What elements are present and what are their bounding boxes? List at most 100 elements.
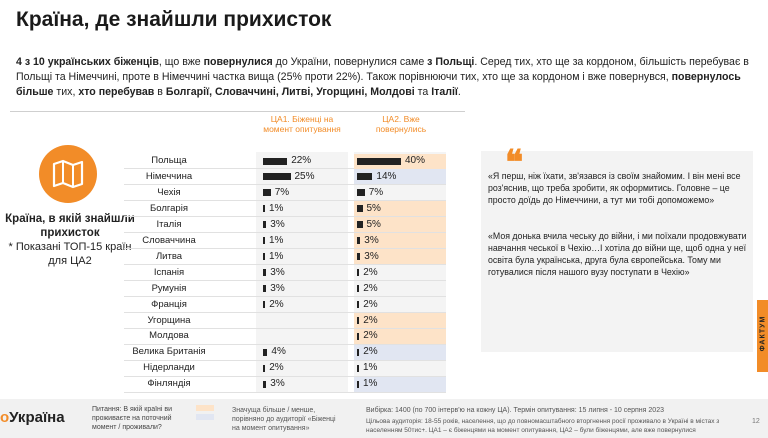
- value-label-ca1: 2%: [269, 362, 284, 374]
- value-label-ca2: 7%: [368, 186, 384, 198]
- quote-2: «Моя донька вчила чеську до війни, і ми …: [488, 231, 747, 277]
- country-label: Нідерланди: [143, 362, 195, 374]
- bar-ca2: [357, 380, 359, 388]
- footer-question: Питання: В якій країні ви проживаєте на …: [92, 406, 173, 431]
- country-label: Фінляндія: [147, 378, 191, 390]
- bar-ca2: [357, 332, 360, 340]
- ca2-highlight-orange: [354, 233, 446, 249]
- footer-sample: Вибірка: 1400 (по 700 інтерв'ю на кожну …: [366, 407, 664, 414]
- footer-audience: Цільова аудиторія: 18-55 років, населенн…: [366, 418, 720, 434]
- bar-ca2: [357, 348, 360, 356]
- value-label-ca2: 14%: [376, 170, 397, 182]
- country-label: Чехія: [157, 186, 181, 198]
- value-label-ca2: 2%: [363, 314, 378, 326]
- ca2-highlight-orange: [354, 328, 446, 344]
- value-label-ca1: 7%: [274, 186, 290, 198]
- country-label: Німеччина: [145, 170, 193, 182]
- value-label-ca2: 2%: [363, 282, 378, 294]
- legend-more-swatch: [196, 405, 214, 411]
- value-label-ca1: 25%: [294, 170, 315, 182]
- value-label-ca2: 2%: [363, 266, 378, 278]
- sidebar-title: Країна, в якій знайшли прихисток: [5, 213, 135, 239]
- bar-ca2: [357, 237, 361, 245]
- value-label-ca1: 22%: [291, 155, 312, 166]
- value-label-ca2: 1%: [363, 362, 378, 374]
- value-label-ca1: 3%: [270, 266, 285, 278]
- bar-ca2: [357, 189, 365, 197]
- country-label: Італія: [156, 218, 182, 230]
- ca2-highlight-blue: [354, 376, 446, 392]
- value-label-ca2: 5%: [366, 202, 381, 214]
- ca2-highlight-blue: [354, 169, 446, 185]
- intro-divider: [10, 111, 465, 112]
- page-number: 12: [752, 418, 760, 425]
- value-label-ca1: 2%: [269, 298, 284, 310]
- row-divider: [124, 359, 446, 361]
- sidebar-note: * Показані ТОП-15 країн для ЦА2: [8, 241, 132, 267]
- row-divider: [124, 327, 446, 329]
- column-header-ca1: ЦА1. Біженці на момент опитування: [263, 114, 341, 134]
- value-label-ca1: 3%: [270, 282, 285, 294]
- country-label: Словаччина: [142, 234, 196, 246]
- country-label: Румунія: [151, 282, 187, 294]
- bar-ca2: [357, 253, 361, 261]
- row-divider: [124, 216, 446, 218]
- column-ca1-background: [256, 152, 348, 392]
- footer-legend: Значуща більше / менше, порівняно до ауд…: [232, 407, 336, 432]
- bar-ca2: [357, 285, 360, 293]
- value-label-ca2: 5%: [366, 218, 381, 230]
- ca2-highlight-orange: [354, 249, 446, 265]
- bar-ca2: [357, 205, 363, 213]
- bar-ca1: [263, 285, 267, 293]
- brand-side-tab: ФАКТУМ: [757, 300, 768, 372]
- bar-ca1: [263, 253, 265, 261]
- country-label: Іспанія: [153, 266, 185, 278]
- bar-ca1: [263, 221, 267, 229]
- bar-ca2: [357, 173, 373, 181]
- row-divider: [124, 296, 446, 298]
- row-divider: [124, 200, 446, 202]
- bar-ca1: [263, 173, 291, 181]
- bar-ca2: [357, 317, 360, 324]
- bar-ca1: [263, 189, 271, 197]
- bar-ca1: [263, 380, 267, 388]
- row-divider: [124, 312, 446, 313]
- country-label: Польща: [151, 155, 187, 166]
- quote-box: [481, 151, 753, 352]
- bar-ca1: [263, 237, 265, 245]
- bar-ca2: [357, 364, 359, 372]
- value-label-ca1: 4%: [271, 346, 286, 358]
- row-divider: [124, 248, 446, 250]
- bar-ca2: [357, 157, 401, 165]
- row-divider: [124, 343, 446, 345]
- row-divider: [124, 391, 446, 393]
- row-divider: [124, 264, 446, 266]
- country-label: Угорщина: [147, 314, 191, 326]
- value-label-ca2: 2%: [363, 298, 378, 310]
- bar-ca2: [357, 301, 360, 309]
- value-label-ca1: 1%: [269, 202, 284, 214]
- bar-ca1: [263, 269, 267, 277]
- row-divider: [124, 375, 446, 377]
- intro-text: 4 з 10 українських біженців, що вже пове…: [16, 56, 749, 98]
- ca2-highlight-orange: [354, 201, 446, 217]
- ca2-highlight-orange: [354, 313, 446, 328]
- value-label-ca1: 3%: [270, 218, 285, 230]
- legend-less-swatch: [196, 414, 214, 420]
- quote-1: «Я перш, ніж їхати, зв'язався із своїм з…: [488, 171, 741, 205]
- row-divider: [124, 168, 446, 170]
- country-label: Франція: [151, 298, 187, 310]
- value-label-ca1: 1%: [269, 250, 284, 262]
- bar-ca2: [357, 221, 363, 229]
- country-label: Велика Британія: [132, 346, 206, 358]
- value-label-ca1: 1%: [269, 234, 284, 246]
- row-divider: [124, 232, 446, 234]
- quote-icon: ❝: [505, 143, 524, 183]
- map-icon: [39, 145, 97, 203]
- bar-ca1: [263, 301, 266, 309]
- bar-ca1: [263, 157, 288, 165]
- row-divider: [124, 184, 446, 186]
- value-label-ca2: 2%: [363, 346, 378, 358]
- ca2-highlight-blue: [354, 344, 446, 360]
- bar-ca1: [263, 364, 266, 372]
